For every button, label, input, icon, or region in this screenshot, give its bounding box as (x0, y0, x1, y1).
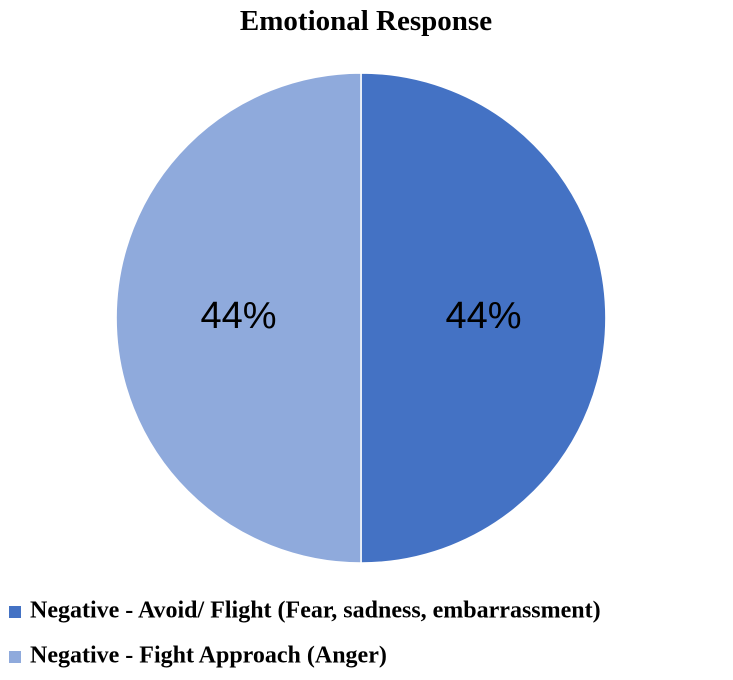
chart-title: Emotional Response (240, 5, 492, 37)
value-label: 44% (200, 295, 276, 337)
legend-label: Negative - Avoid/ Flight (Fear, sadness,… (30, 598, 601, 624)
pie-slice (115, 72, 362, 564)
pie-slice (360, 72, 607, 564)
legend-marker (9, 606, 21, 618)
legend-label: Negative - Fight Approach (Anger) (30, 643, 387, 669)
legend-marker (9, 651, 21, 663)
value-label: 44% (445, 295, 521, 337)
